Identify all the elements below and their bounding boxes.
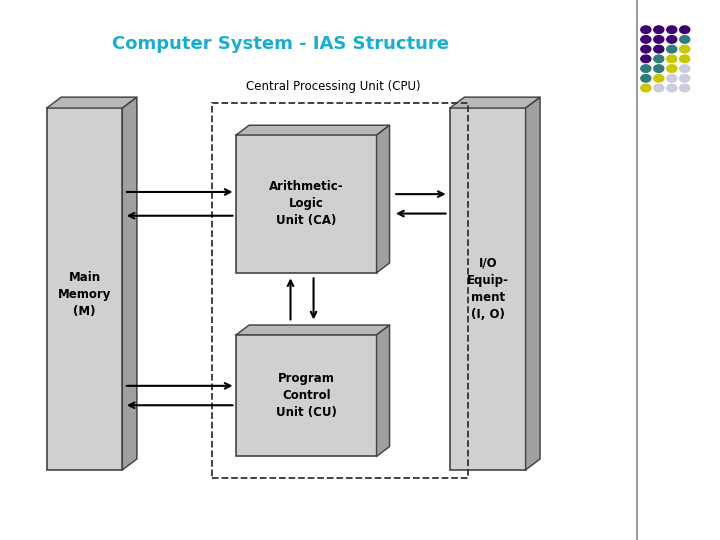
Circle shape bbox=[680, 84, 690, 92]
Text: I/O
Equip-
ment
(I, O): I/O Equip- ment (I, O) bbox=[467, 257, 509, 321]
Circle shape bbox=[654, 26, 664, 33]
Polygon shape bbox=[236, 125, 390, 135]
Circle shape bbox=[667, 84, 677, 92]
Circle shape bbox=[667, 55, 677, 63]
Circle shape bbox=[654, 36, 664, 43]
Polygon shape bbox=[377, 125, 390, 273]
Bar bbox=[450, 108, 526, 470]
Circle shape bbox=[667, 75, 677, 82]
Circle shape bbox=[641, 84, 651, 92]
Polygon shape bbox=[526, 97, 540, 470]
Bar bbox=[212, 103, 468, 478]
Polygon shape bbox=[236, 325, 390, 335]
Circle shape bbox=[641, 55, 651, 63]
Text: Computer System - IAS Structure: Computer System - IAS Structure bbox=[112, 35, 449, 53]
Text: Arithmetic-
Logic
Unit (CA): Arithmetic- Logic Unit (CA) bbox=[269, 180, 343, 227]
Circle shape bbox=[641, 45, 651, 53]
Circle shape bbox=[654, 55, 664, 63]
Circle shape bbox=[680, 36, 690, 43]
Circle shape bbox=[641, 26, 651, 33]
Circle shape bbox=[667, 65, 677, 72]
Circle shape bbox=[680, 26, 690, 33]
Bar bbox=[47, 108, 122, 470]
Circle shape bbox=[667, 45, 677, 53]
Polygon shape bbox=[122, 97, 137, 470]
Circle shape bbox=[680, 65, 690, 72]
Circle shape bbox=[680, 45, 690, 53]
Circle shape bbox=[680, 55, 690, 63]
Bar bbox=[236, 135, 377, 273]
Circle shape bbox=[654, 65, 664, 72]
Polygon shape bbox=[450, 97, 540, 108]
Circle shape bbox=[654, 75, 664, 82]
Bar bbox=[236, 335, 377, 456]
Polygon shape bbox=[47, 97, 137, 108]
Circle shape bbox=[641, 36, 651, 43]
Text: Program
Control
Unit (CU): Program Control Unit (CU) bbox=[276, 372, 337, 419]
Circle shape bbox=[667, 36, 677, 43]
Circle shape bbox=[654, 84, 664, 92]
Circle shape bbox=[641, 65, 651, 72]
Text: Central Processing Unit (CPU): Central Processing Unit (CPU) bbox=[246, 80, 420, 93]
Text: Main
Memory
(M): Main Memory (M) bbox=[58, 271, 112, 318]
Circle shape bbox=[641, 75, 651, 82]
Circle shape bbox=[654, 45, 664, 53]
Circle shape bbox=[680, 75, 690, 82]
Circle shape bbox=[667, 26, 677, 33]
Polygon shape bbox=[377, 325, 390, 456]
